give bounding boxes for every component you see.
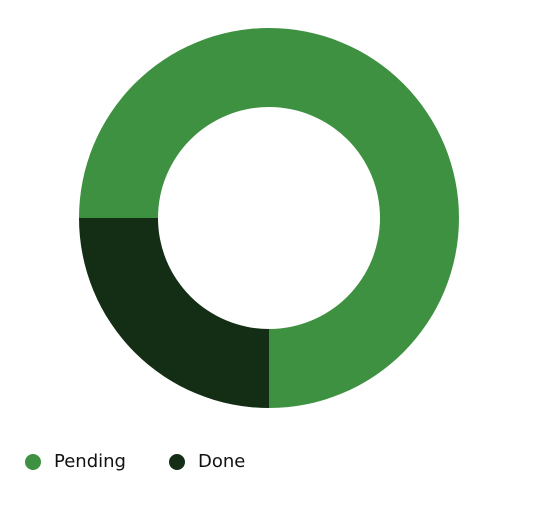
legend-swatch [169,454,185,470]
donut-segment [79,218,269,408]
legend-label: Done [198,451,245,472]
donut-segment [79,28,459,408]
legend-label: Pending [54,451,126,472]
legend-swatch [25,454,41,470]
